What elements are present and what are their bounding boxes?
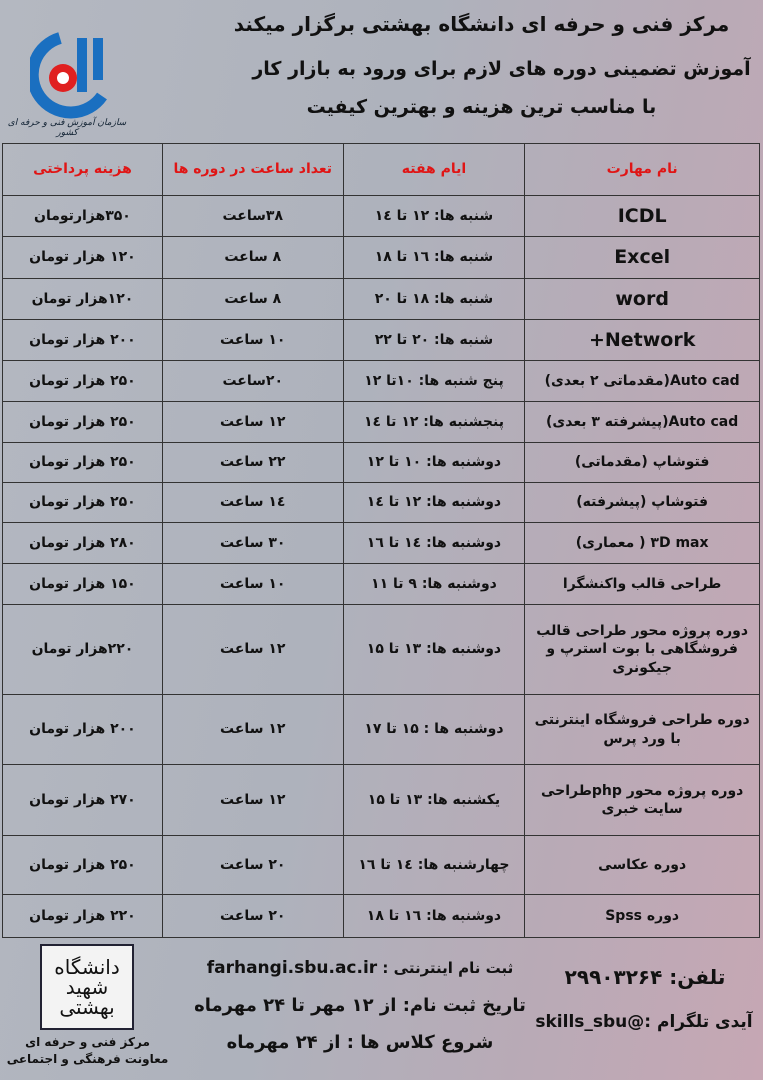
title-line-2: آموزش تضمینی دوره های لازم برای ورود به …: [252, 58, 751, 80]
cell-hours: ۱۰ ساعت: [161, 563, 344, 605]
cell-cost: ۱۲۰هزار تومان: [2, 278, 163, 320]
table-row: Network+ شنبه ها: ۲۰ تا ۲۲ ۱۰ ساعت ۲۰۰ هزار…: [2, 319, 760, 361]
cell-hours: ۱۲ ساعت: [161, 764, 344, 836]
table-row: Auto cad(پیشرفته ۳ بعدی) پنجشنبه ها: ۱۲ ت…: [2, 401, 760, 443]
cell-skill-name: ICDL: [524, 195, 760, 237]
sbu-caption: مرکز فنی و حرفه ای معاونت فرهنگی و اجتما…: [0, 1034, 175, 1068]
cell-skill-name: فتوشاپ (پیشرفته): [524, 482, 760, 523]
cell-hours: ۸ ساعت: [161, 236, 344, 279]
cell-weekdays: دوشنبه ها: ۹ تا ۱۱: [342, 563, 526, 605]
cell-cost: ۲۵۰ هزار تومان: [2, 482, 163, 523]
cell-weekdays: شنبه ها: ۱۸ تا ۲۰: [342, 278, 526, 320]
table-row: فتوشاپ (پیشرفته) دوشنبه ها: ۱۲ تا ۱٤ ۱٤ سا…: [2, 482, 760, 523]
cell-weekdays: دوشنبه ها: ۱٤ تا ۱٦: [342, 522, 526, 564]
cell-weekdays: شنبه ها: ۲۰ تا ۲۲: [342, 319, 526, 361]
cell-skill-name: فتوشاپ (مقدماتی): [524, 442, 760, 483]
cell-skill-name: ۳D max ( معماری): [524, 522, 760, 564]
cell-hours: ۳۸ساعت: [161, 195, 344, 237]
cell-cost: ۱۲۰ هزار تومان: [2, 236, 163, 279]
cell-skill-name: دوره عکاسی: [524, 835, 760, 895]
table-row: فتوشاپ (مقدماتی) دوشنبه ها: ۱۰ تا ۱۲ ۲۲ سا…: [2, 442, 760, 483]
table-row: دوره پروژه محور طراحی قالب فروشگاهی با ب…: [2, 604, 760, 695]
table-row: Auto cad(مقدماتی ۲ بعدی) پنج شنبه ها: ۱۰ت…: [2, 360, 760, 402]
cell-cost: ۲۸۰ هزار تومان: [2, 522, 163, 564]
sbu-logo: دانشگاه شهید بهشتی: [40, 944, 134, 1030]
register-label: ثبت نام اینترنتی :: [382, 959, 514, 977]
cell-cost: ۳۵۰هزارتومان: [2, 195, 163, 237]
cell-hours: ۱۰ ساعت: [161, 319, 344, 361]
class-start: شروع کلاس ها : از ۲۴ مهرماه: [226, 1032, 494, 1053]
cell-hours: ۲۰ ساعت: [161, 835, 344, 895]
registration-dates: تاریخ ثبت نام: از ۱۲ مهر تا ۲۴ مهرماه: [194, 995, 526, 1016]
cell-cost: ۲۵۰ هزار تومان: [2, 401, 163, 443]
table-row: دوره Spss دوشنبه ها: ۱٦ تا ۱۸ ۲۰ ساعت ۲۲۰ ه…: [2, 894, 760, 938]
sbu-caption-2: معاونت فرهنگی و اجتماعی: [6, 1051, 169, 1066]
cell-hours: ۱٤ ساعت: [161, 482, 344, 523]
cell-cost: ۱۵۰ هزار تومان: [2, 563, 163, 605]
cell-cost: ۲۰۰ هزار تومان: [2, 319, 163, 361]
cell-hours: ۲۰ساعت: [161, 360, 344, 402]
cell-hours: ۱۲ ساعت: [161, 604, 344, 695]
tvto-logo-icon: [30, 32, 107, 119]
cell-cost: ۲۵۰ هزار تومان: [2, 442, 163, 483]
cell-weekdays: دوشنبه ها: ۱۳ تا ۱۵: [342, 604, 526, 695]
logo-caption: سازمان آموزش فنی و حرفه ای کشور: [7, 118, 127, 138]
cell-skill-name: دوره Spss: [524, 894, 760, 938]
cell-cost: ۲۷۰ هزار تومان: [2, 764, 163, 836]
cell-cost: ۲۰۰ هزار تومان: [2, 694, 163, 765]
cell-cost: ۲۵۰ هزار تومان: [2, 360, 163, 402]
cell-weekdays: دوشنبه ها: ۱۰ تا ۱۲: [342, 442, 526, 483]
table-row: دوره پروژه محور phpطراحی سایت خبری یکشنبه…: [2, 764, 760, 836]
cell-skill-name: word: [524, 278, 760, 320]
table-row: دوره طراحی فروشگاه اینترنتی با ورد پرس دو…: [2, 694, 760, 765]
title-line-3: با مناسب ترین هزینه و بهترین کیفیت: [306, 96, 657, 118]
sbu-caption-1: مرکز فنی و حرفه ای: [25, 1035, 150, 1049]
cell-weekdays: دوشنبه ها: ۱۲ تا ۱٤: [342, 482, 526, 523]
cell-skill-name: دوره پروژه محور phpطراحی سایت خبری: [524, 764, 760, 836]
cell-skill-name: طراحی قالب واکنشگرا: [524, 563, 760, 605]
phone: تلفن: ۲۹۹۰۳۲۶۴: [564, 965, 726, 989]
cell-skill-name: Auto cad(پیشرفته ۳ بعدی): [524, 401, 760, 443]
cell-weekdays: شنبه ها: ۱٦ تا ۱۸: [342, 236, 526, 279]
register-line: ثبت نام اینترنتی : farhangi.sbu.ac.ir: [195, 958, 525, 978]
cell-cost: ۲۵۰ هزار تومان: [2, 835, 163, 895]
cell-skill-name: Network+: [524, 319, 760, 361]
cell-weekdays: یکشنبه ها: ۱۳ تا ۱۵: [342, 764, 526, 836]
cell-hours: ۲۲ ساعت: [161, 442, 344, 483]
table-row: طراحی قالب واکنشگرا دوشنبه ها: ۹ تا ۱۱ ۱۰ …: [2, 563, 760, 605]
table-row: ICDL شنبه ها: ۱۲ تا ۱٤ ۳۸ساعت ۳۵۰هزارتومان: [2, 195, 760, 237]
table-header-row: نام مهارت ایام هفته تعداد ساعت در دوره ه…: [2, 143, 760, 196]
col-hours: تعداد ساعت در دوره ها: [161, 143, 344, 196]
cell-weekdays: دوشنبه ها: ۱٦ تا ۱۸: [342, 894, 526, 938]
col-cost: هزینه پرداختی: [2, 143, 163, 196]
table-row: word شنبه ها: ۱۸ تا ۲۰ ۸ ساعت ۱۲۰هزار تومان: [2, 278, 760, 320]
table-row: Excel شنبه ها: ۱٦ تا ۱۸ ۸ ساعت ۱۲۰ هزار توم…: [2, 236, 760, 279]
col-weekdays: ایام هفته: [342, 143, 526, 196]
cell-skill-name: Auto cad(مقدماتی ۲ بعدی): [524, 360, 760, 402]
cell-weekdays: پنجشنبه ها: ۱۲ تا ۱٤: [342, 401, 526, 443]
cell-hours: ۲۰ ساعت: [161, 894, 344, 938]
cell-cost: ۲۲۰ هزار تومان: [2, 894, 163, 938]
cell-weekdays: شنبه ها: ۱۲ تا ۱٤: [342, 195, 526, 237]
cell-cost: ۲۲۰هزار تومان: [2, 604, 163, 695]
cell-skill-name: دوره پروژه محور طراحی قالب فروشگاهی با ب…: [524, 604, 760, 695]
cell-hours: ۸ ساعت: [161, 278, 344, 320]
sbu-logo-text: دانشگاه شهید بهشتی: [54, 955, 120, 1019]
cell-weekdays: چهارشنبه ها: ۱٤ تا ۱٦: [342, 835, 526, 895]
table-row: ۳D max ( معماری) دوشنبه ها: ۱٤ تا ۱٦ ۳۰ سا…: [2, 522, 760, 564]
col-skill-name: نام مهارت: [524, 143, 760, 196]
table-row: دوره عکاسی چهارشنبه ها: ۱٤ تا ۱٦ ۲۰ ساعت ۲۵…: [2, 835, 760, 895]
cell-skill-name: Excel: [524, 236, 760, 279]
cell-hours: ۳۰ ساعت: [161, 522, 344, 564]
cell-hours: ۱۲ ساعت: [161, 401, 344, 443]
cell-hours: ۱۲ ساعت: [161, 694, 344, 765]
telegram-id: آیدی تلگرام :@skills_sbu: [535, 1012, 753, 1032]
title-line-1: مرکز فنی و حرفه ای دانشگاه بهشتی برگزار …: [233, 12, 730, 36]
cell-weekdays: پنج شنبه ها: ۱۰تا ۱۲: [342, 360, 526, 402]
register-url-link[interactable]: farhangi.sbu.ac.ir: [206, 958, 378, 978]
cell-skill-name: دوره طراحی فروشگاه اینترنتی با ورد پرس: [524, 694, 760, 765]
courses-table: نام مهارت ایام هفته تعداد ساعت در دوره ه…: [2, 143, 760, 938]
cell-weekdays: دوشنبه ها : ۱۵ تا ۱۷: [342, 694, 526, 765]
